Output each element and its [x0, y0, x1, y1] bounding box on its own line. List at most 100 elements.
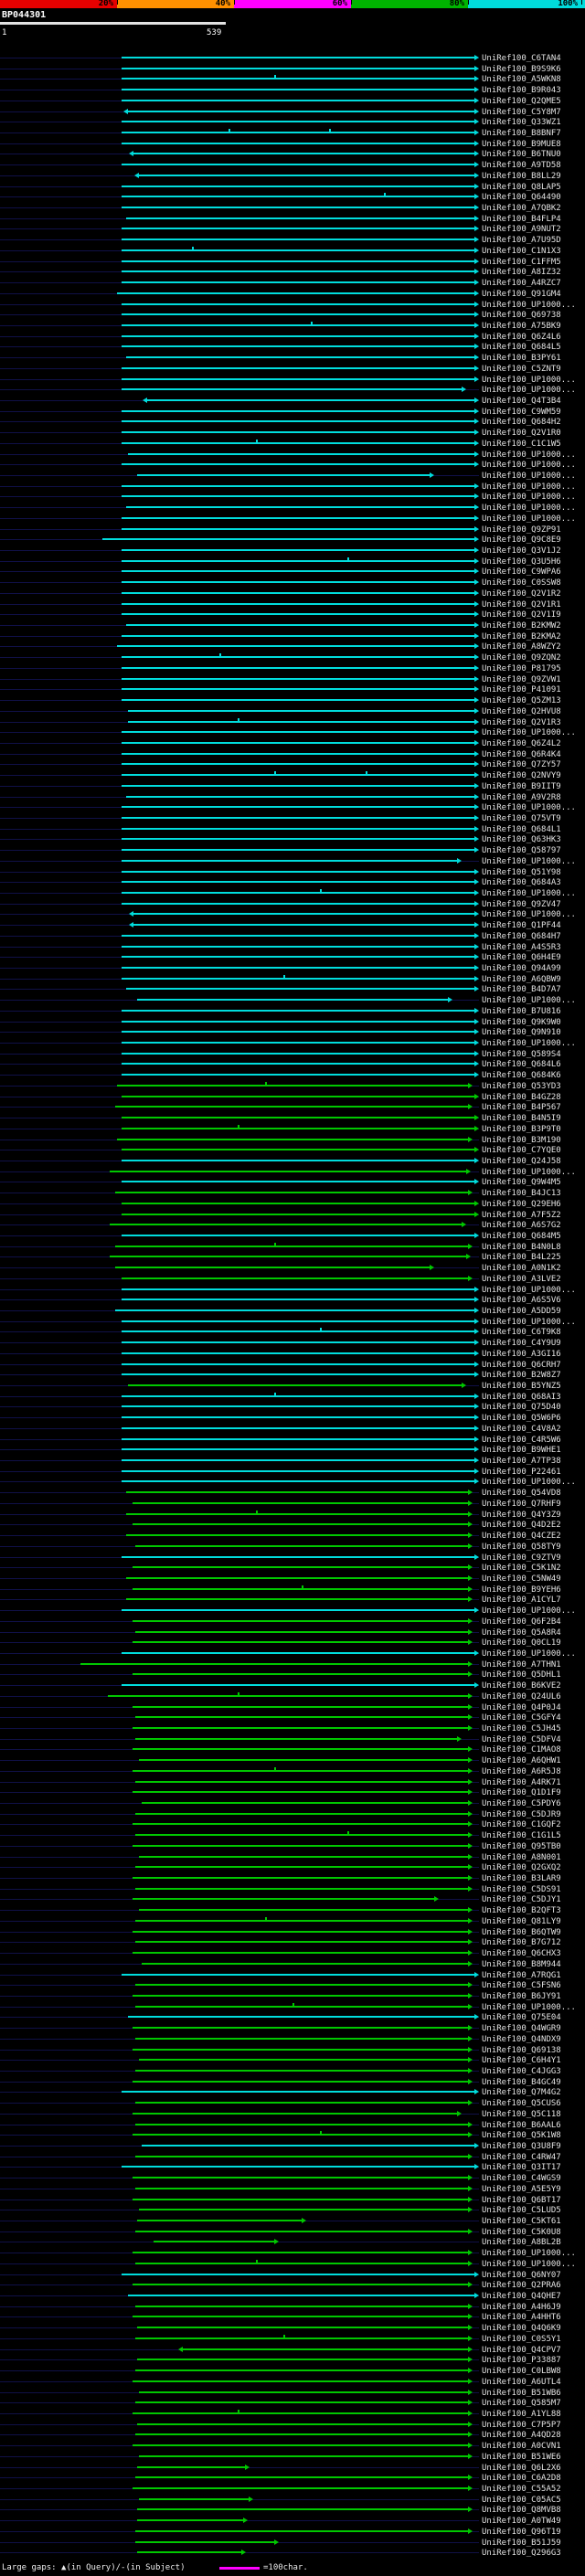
hit-label[interactable]: UniRef100_Q75VT9: [482, 813, 561, 823]
hit-label[interactable]: UniRef100_B8M944: [482, 1959, 561, 1969]
hit-label[interactable]: UniRef100_A7U95D: [482, 236, 561, 246]
hit-label[interactable]: UniRef100_Q6F2B4: [482, 1617, 561, 1627]
hit-label[interactable]: UniRef100_C1C1W5: [482, 439, 561, 449]
hit-label[interactable]: UniRef100_Q0CL19: [482, 1638, 561, 1648]
hsp-bar[interactable]: [126, 506, 474, 509]
hsp-bar[interactable]: [122, 945, 474, 948]
hit-label[interactable]: UniRef100_Q585M7: [482, 2399, 561, 2409]
hit-label[interactable]: UniRef100_Q2V1R3: [482, 717, 561, 727]
hit-label[interactable]: UniRef100_Q9ZP91: [482, 525, 561, 535]
hsp-bar[interactable]: [135, 1919, 468, 1922]
hsp-bar[interactable]: [108, 1694, 468, 1697]
hit-label[interactable]: UniRef100_C5DS91: [482, 1884, 561, 1894]
hsp-bar[interactable]: [122, 196, 474, 198]
hsp-bar[interactable]: [122, 1362, 474, 1365]
hit-label[interactable]: UniRef100_Q96T19: [482, 2527, 561, 2537]
hsp-bar[interactable]: [135, 2037, 468, 2040]
hit-label[interactable]: UniRef100_Q1PF44: [482, 921, 561, 931]
hsp-bar[interactable]: [110, 1256, 466, 1258]
hsp-bar[interactable]: [122, 859, 457, 862]
hit-label[interactable]: UniRef100_B8LL29: [482, 171, 561, 181]
hsp-bar[interactable]: [122, 1181, 474, 1183]
hsp-bar[interactable]: [122, 1394, 474, 1397]
hsp-bar[interactable]: [122, 1684, 474, 1687]
hit-label[interactable]: UniRef100_B4P567: [482, 1103, 561, 1113]
hsp-bar[interactable]: [126, 988, 474, 991]
hit-label[interactable]: UniRef100_A9V2R8: [482, 792, 561, 802]
hit-label[interactable]: UniRef100_B9MUE8: [482, 139, 561, 149]
hsp-bar[interactable]: [133, 1673, 468, 1676]
hit-label[interactable]: UniRef100_Q5CUS6: [482, 2099, 561, 2109]
hsp-bar[interactable]: [122, 1330, 474, 1333]
hsp-bar[interactable]: [126, 217, 474, 219]
hit-label[interactable]: UniRef100_B51J59: [482, 2538, 561, 2548]
hit-label[interactable]: UniRef100_C5DJR9: [482, 1809, 561, 1819]
hsp-bar[interactable]: [133, 2177, 468, 2179]
hit-label[interactable]: UniRef100_A5E5Y9: [482, 2184, 561, 2194]
hsp-bar[interactable]: [122, 1352, 474, 1354]
hsp-bar[interactable]: [135, 2005, 468, 2008]
hsp-bar[interactable]: [117, 1138, 468, 1140]
hsp-bar[interactable]: [133, 1930, 468, 1933]
hsp-bar[interactable]: [147, 398, 474, 401]
hit-label[interactable]: UniRef100_C9ZTV9: [482, 1553, 561, 1563]
hit-label[interactable]: UniRef100_B9S9K6: [482, 64, 561, 74]
hit-label[interactable]: UniRef100_B4L225: [482, 1253, 561, 1263]
hsp-bar[interactable]: [139, 1909, 468, 1912]
hit-label[interactable]: UniRef100_C4JGG3: [482, 2066, 561, 2076]
hsp-bar[interactable]: [102, 538, 474, 541]
hsp-bar[interactable]: [139, 1759, 468, 1762]
hsp-bar[interactable]: [122, 207, 474, 209]
hsp-bar[interactable]: [122, 956, 474, 959]
hit-label[interactable]: UniRef100_Q9ZQN2: [482, 653, 561, 663]
hit-label[interactable]: UniRef100_UP1000...: [482, 1285, 576, 1295]
hit-label[interactable]: UniRef100_Q69138: [482, 2045, 561, 2055]
hit-label[interactable]: UniRef100_UP1000...: [482, 728, 576, 738]
hit-label[interactable]: UniRef100_A6S7G2: [482, 1221, 561, 1231]
hsp-bar[interactable]: [122, 1416, 474, 1419]
hit-label[interactable]: UniRef100_Q4Y3Z9: [482, 1510, 561, 1520]
hit-label[interactable]: UniRef100_B4D7A7: [482, 985, 561, 995]
hsp-bar[interactable]: [154, 2241, 274, 2243]
hsp-bar[interactable]: [122, 881, 474, 884]
hsp-bar[interactable]: [122, 731, 474, 734]
hsp-bar[interactable]: [122, 409, 474, 412]
hit-label[interactable]: UniRef100_A0N1K2: [482, 1264, 561, 1274]
hsp-bar[interactable]: [135, 2230, 468, 2232]
hit-label[interactable]: UniRef100_Q6BT17: [482, 2195, 561, 2205]
hit-label[interactable]: UniRef100_C4RW47: [482, 2152, 561, 2162]
hsp-bar[interactable]: [122, 1202, 474, 1204]
hit-label[interactable]: UniRef100_B51WB6: [482, 2388, 561, 2398]
hsp-bar[interactable]: [80, 1662, 468, 1665]
hsp-bar[interactable]: [137, 2508, 468, 2511]
hsp-bar[interactable]: [133, 1748, 468, 1751]
hit-label[interactable]: UniRef100_Q51Y98: [482, 867, 561, 877]
hsp-bar[interactable]: [122, 677, 474, 680]
hit-label[interactable]: UniRef100_Q4T3B4: [482, 396, 561, 406]
hsp-bar[interactable]: [122, 902, 474, 905]
hsp-bar[interactable]: [122, 1213, 474, 1215]
hit-label[interactable]: UniRef100_C5DFV4: [482, 1734, 561, 1744]
hsp-bar[interactable]: [133, 1769, 468, 1772]
hit-label[interactable]: UniRef100_Q75D40: [482, 1403, 561, 1413]
hit-label[interactable]: UniRef100_C1FFM5: [482, 257, 561, 267]
hit-label[interactable]: UniRef100_C5FSN6: [482, 1981, 561, 1991]
hsp-bar[interactable]: [126, 795, 474, 798]
hit-label[interactable]: UniRef100_Q7M4G2: [482, 2088, 561, 2098]
hit-label[interactable]: UniRef100_A4QD28: [482, 2431, 561, 2441]
hit-label[interactable]: UniRef100_B4GZ28: [482, 1092, 561, 1102]
hit-label[interactable]: UniRef100_Q81LY9: [482, 1916, 561, 1926]
hsp-bar[interactable]: [122, 345, 474, 348]
hit-label[interactable]: UniRef100_C9WM59: [482, 407, 561, 417]
hsp-bar[interactable]: [133, 2252, 468, 2254]
hit-label[interactable]: UniRef100_A3GI16: [482, 1349, 561, 1359]
hit-label[interactable]: UniRef100_Q2NVY9: [482, 771, 561, 781]
hsp-bar[interactable]: [122, 1469, 474, 1472]
hit-label[interactable]: UniRef100_B9IIT9: [482, 781, 561, 791]
hit-label[interactable]: UniRef100_B8BNF7: [482, 129, 561, 139]
hsp-bar[interactable]: [135, 1544, 468, 1547]
hit-label[interactable]: UniRef100_A5DD59: [482, 1307, 561, 1316]
hit-label[interactable]: UniRef100_Q4NDX9: [482, 2034, 561, 2044]
hsp-bar[interactable]: [122, 57, 474, 58]
hsp-bar[interactable]: [133, 913, 474, 916]
